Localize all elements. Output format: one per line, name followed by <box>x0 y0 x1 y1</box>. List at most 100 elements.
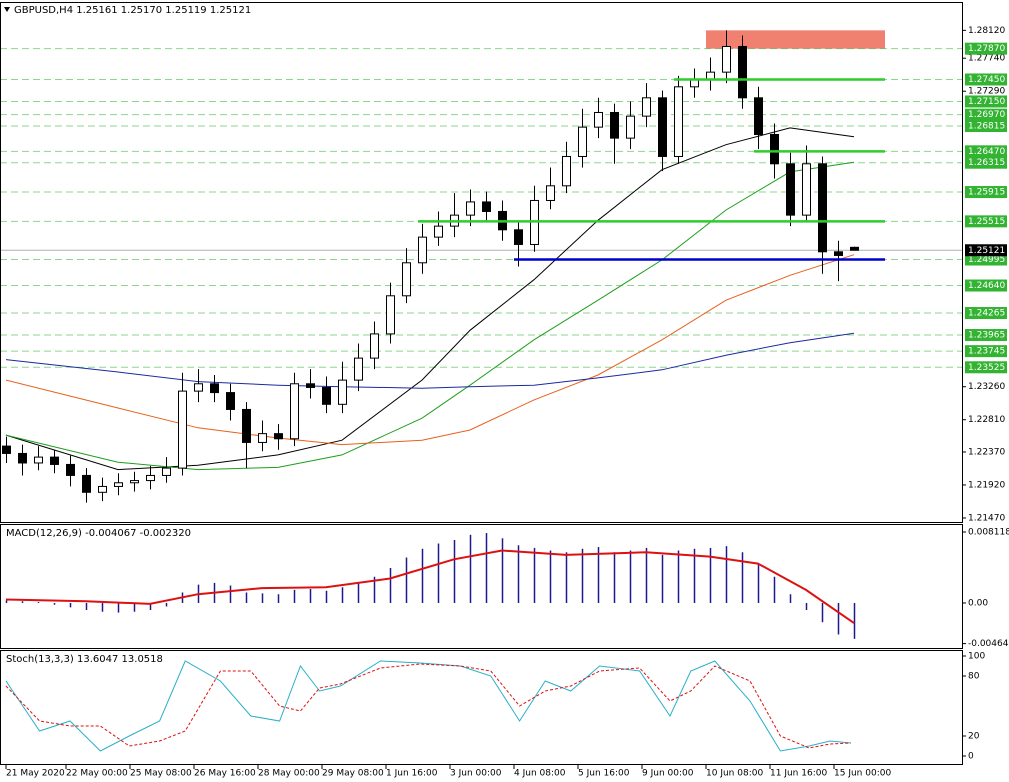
y-tick-label: 1.28120 <box>968 26 1005 36</box>
candle-body <box>226 392 235 410</box>
x-tick-label: 4 Jun 08:00 <box>514 769 566 779</box>
candle-body <box>66 463 75 476</box>
y-tick-label: 1.21470 <box>968 513 1005 523</box>
candle-body <box>738 45 747 99</box>
moving-average <box>5 127 855 471</box>
level-label: 1.26970 <box>968 110 1005 120</box>
level-label: 1.26470 <box>968 147 1005 157</box>
candle-body <box>322 386 331 405</box>
candle-body <box>98 485 107 493</box>
x-tick-label: 11 Jun 16:00 <box>770 769 827 779</box>
x-tick-label: 21 May 2020 <box>6 769 65 779</box>
resistance-zone <box>706 30 885 49</box>
candle-body <box>370 333 379 359</box>
candle-body <box>610 111 619 139</box>
level-label-box <box>965 145 1007 158</box>
level-label: 1.25515 <box>968 217 1005 227</box>
candle-body <box>642 97 651 117</box>
candle-body <box>834 251 843 256</box>
level-label: 1.26815 <box>968 122 1005 132</box>
candle-body <box>386 295 395 335</box>
x-tick-label: 9 Jun 00:00 <box>642 769 694 779</box>
level-label-box <box>965 120 1007 133</box>
candle-body <box>114 482 123 487</box>
level-label: 1.24640 <box>968 281 1005 291</box>
x-tick-label: 3 Jun 00:00 <box>450 769 502 779</box>
level-label: 1.23525 <box>968 363 1005 373</box>
candle-body <box>50 456 59 465</box>
candle-body <box>466 201 475 216</box>
candle-body <box>418 236 427 264</box>
candle-body <box>818 163 827 253</box>
y-tick-label: 0 <box>968 752 974 762</box>
candle-body <box>34 456 43 464</box>
level-label-box <box>965 186 1007 199</box>
candle-body <box>242 408 251 443</box>
level-label-box <box>965 329 1007 342</box>
x-tick-label: 1 Jun 16:00 <box>386 769 438 779</box>
level-label-box <box>965 215 1007 228</box>
level-label-box <box>965 279 1007 292</box>
candle-body <box>850 246 859 251</box>
level-label-box <box>965 307 1007 320</box>
symbol-menu-icon[interactable] <box>4 7 10 12</box>
candle-body <box>18 452 27 464</box>
level-label: 1.23965 <box>968 331 1005 341</box>
candle-body <box>546 185 555 201</box>
x-tick-label: 25 May 08:00 <box>130 769 192 779</box>
candle-body <box>674 86 683 157</box>
x-tick-label: 22 May 00:00 <box>66 769 128 779</box>
candle-body <box>306 383 315 388</box>
y-tick-label: -0.004647 <box>968 639 1009 649</box>
level-label-box <box>965 156 1007 169</box>
candle-body <box>178 390 187 469</box>
macd-signal-line <box>5 549 855 624</box>
plot-layer: 1.28120 1.27740 1.27290 1.23260 1.22810 1.223… <box>0 26 1009 779</box>
stoch-line <box>5 660 851 752</box>
level-label: 1.26315 <box>968 158 1005 168</box>
candle-body <box>562 155 571 187</box>
current-price-box <box>965 244 1007 257</box>
level-label-box <box>965 253 1007 266</box>
level-label-box <box>965 42 1007 55</box>
level-label: 1.24265 <box>968 309 1005 319</box>
y-tick-label: 1.27290 <box>968 87 1005 97</box>
y-tick-label: 1.22810 <box>968 415 1005 425</box>
y-tick-label: 100 <box>968 652 985 662</box>
candle-body <box>194 383 203 392</box>
candle-body <box>434 225 443 238</box>
candle-body <box>578 126 587 157</box>
level-label-box <box>965 345 1007 358</box>
x-tick-label: 15 Jun 00:00 <box>834 769 891 779</box>
candle-body <box>338 379 347 405</box>
stoch-line <box>5 663 851 749</box>
moving-average <box>5 254 855 446</box>
candle-body <box>402 262 411 297</box>
y-tick-label: 1.27740 <box>968 54 1005 64</box>
y-tick-label: 1.22370 <box>968 447 1005 457</box>
y-tick-label: 0.00 <box>968 598 988 608</box>
moving-average <box>5 161 855 471</box>
y-tick-label: 80 <box>968 672 980 682</box>
price-panel-frame <box>0 2 963 523</box>
chart-title: GBPUSD,H4 1.25161 1.25170 1.25119 1.2512… <box>14 5 251 16</box>
x-tick-label: 10 Jun 08:00 <box>706 769 763 779</box>
candle-body <box>258 433 267 443</box>
candle-body <box>130 480 139 484</box>
candle-body <box>146 474 155 482</box>
macd-title: MACD(12,26,9) -0.004067 -0.002320 <box>6 528 191 539</box>
candle-body <box>354 357 363 381</box>
y-tick-label: 1.21920 <box>968 480 1005 490</box>
level-label: 1.23745 <box>968 347 1005 357</box>
candle-body <box>786 163 795 216</box>
level-label: 1.25915 <box>968 188 1005 198</box>
level-label: 1.27450 <box>968 75 1005 85</box>
level-label: 1.24995 <box>968 255 1005 265</box>
level-label-box <box>965 95 1007 108</box>
candle-body <box>514 229 523 245</box>
y-tick-label: 0.008118 <box>968 528 1009 538</box>
level-label-box <box>965 108 1007 121</box>
level-label-box <box>965 73 1007 86</box>
